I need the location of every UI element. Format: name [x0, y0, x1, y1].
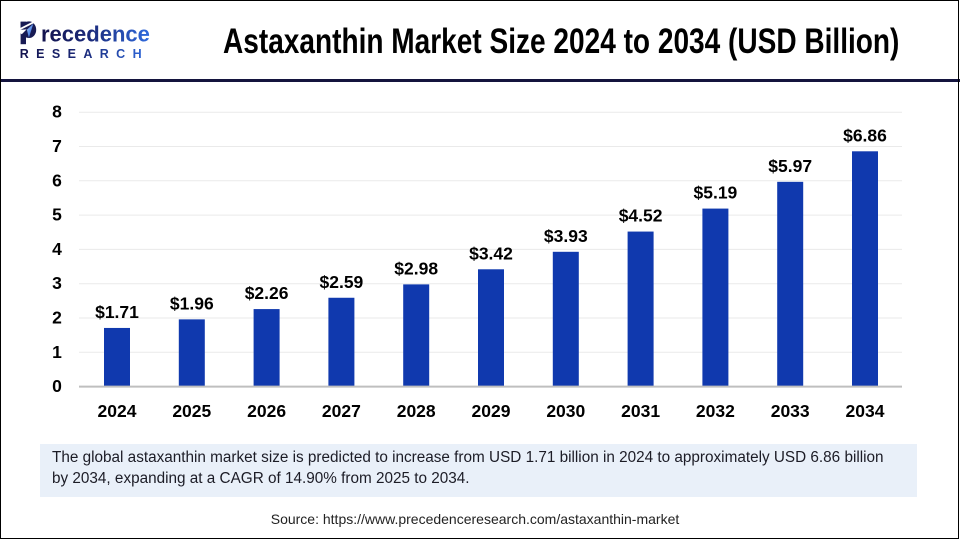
svg-text:1: 1: [52, 342, 62, 362]
svg-text:$4.52: $4.52: [619, 206, 663, 226]
svg-text:2031: 2031: [621, 401, 660, 421]
svg-text:$1.96: $1.96: [170, 293, 214, 313]
svg-text:$2.98: $2.98: [394, 258, 438, 278]
svg-text:4: 4: [52, 239, 62, 259]
svg-text:2024: 2024: [98, 401, 137, 421]
svg-text:recedence: recedence: [41, 22, 150, 47]
svg-text:$2.59: $2.59: [320, 272, 364, 292]
svg-text:$3.93: $3.93: [544, 226, 588, 246]
svg-text:7: 7: [52, 136, 62, 156]
svg-text:0: 0: [52, 376, 62, 396]
svg-text:2029: 2029: [472, 401, 511, 421]
svg-text:3: 3: [52, 273, 62, 293]
svg-text:8: 8: [52, 102, 62, 122]
svg-text:2034: 2034: [846, 401, 885, 421]
svg-text:5: 5: [52, 205, 62, 225]
svg-text:2030: 2030: [546, 401, 585, 421]
svg-text:$1.71: $1.71: [95, 302, 139, 322]
svg-text:$6.86: $6.86: [843, 125, 887, 145]
svg-text:2027: 2027: [322, 401, 361, 421]
svg-text:2025: 2025: [172, 401, 211, 421]
svg-text:$5.97: $5.97: [768, 156, 812, 176]
svg-text:2033: 2033: [771, 401, 810, 421]
svg-text:$2.26: $2.26: [245, 283, 289, 303]
svg-text:$5.19: $5.19: [694, 183, 738, 203]
svg-text:$3.42: $3.42: [469, 243, 513, 263]
svg-text:RESEARCH: RESEARCH: [20, 47, 149, 61]
svg-text:2026: 2026: [247, 401, 286, 421]
svg-text:6: 6: [52, 170, 62, 190]
svg-text:2: 2: [52, 308, 62, 328]
svg-text:2028: 2028: [397, 401, 436, 421]
svg-text:2032: 2032: [696, 401, 735, 421]
